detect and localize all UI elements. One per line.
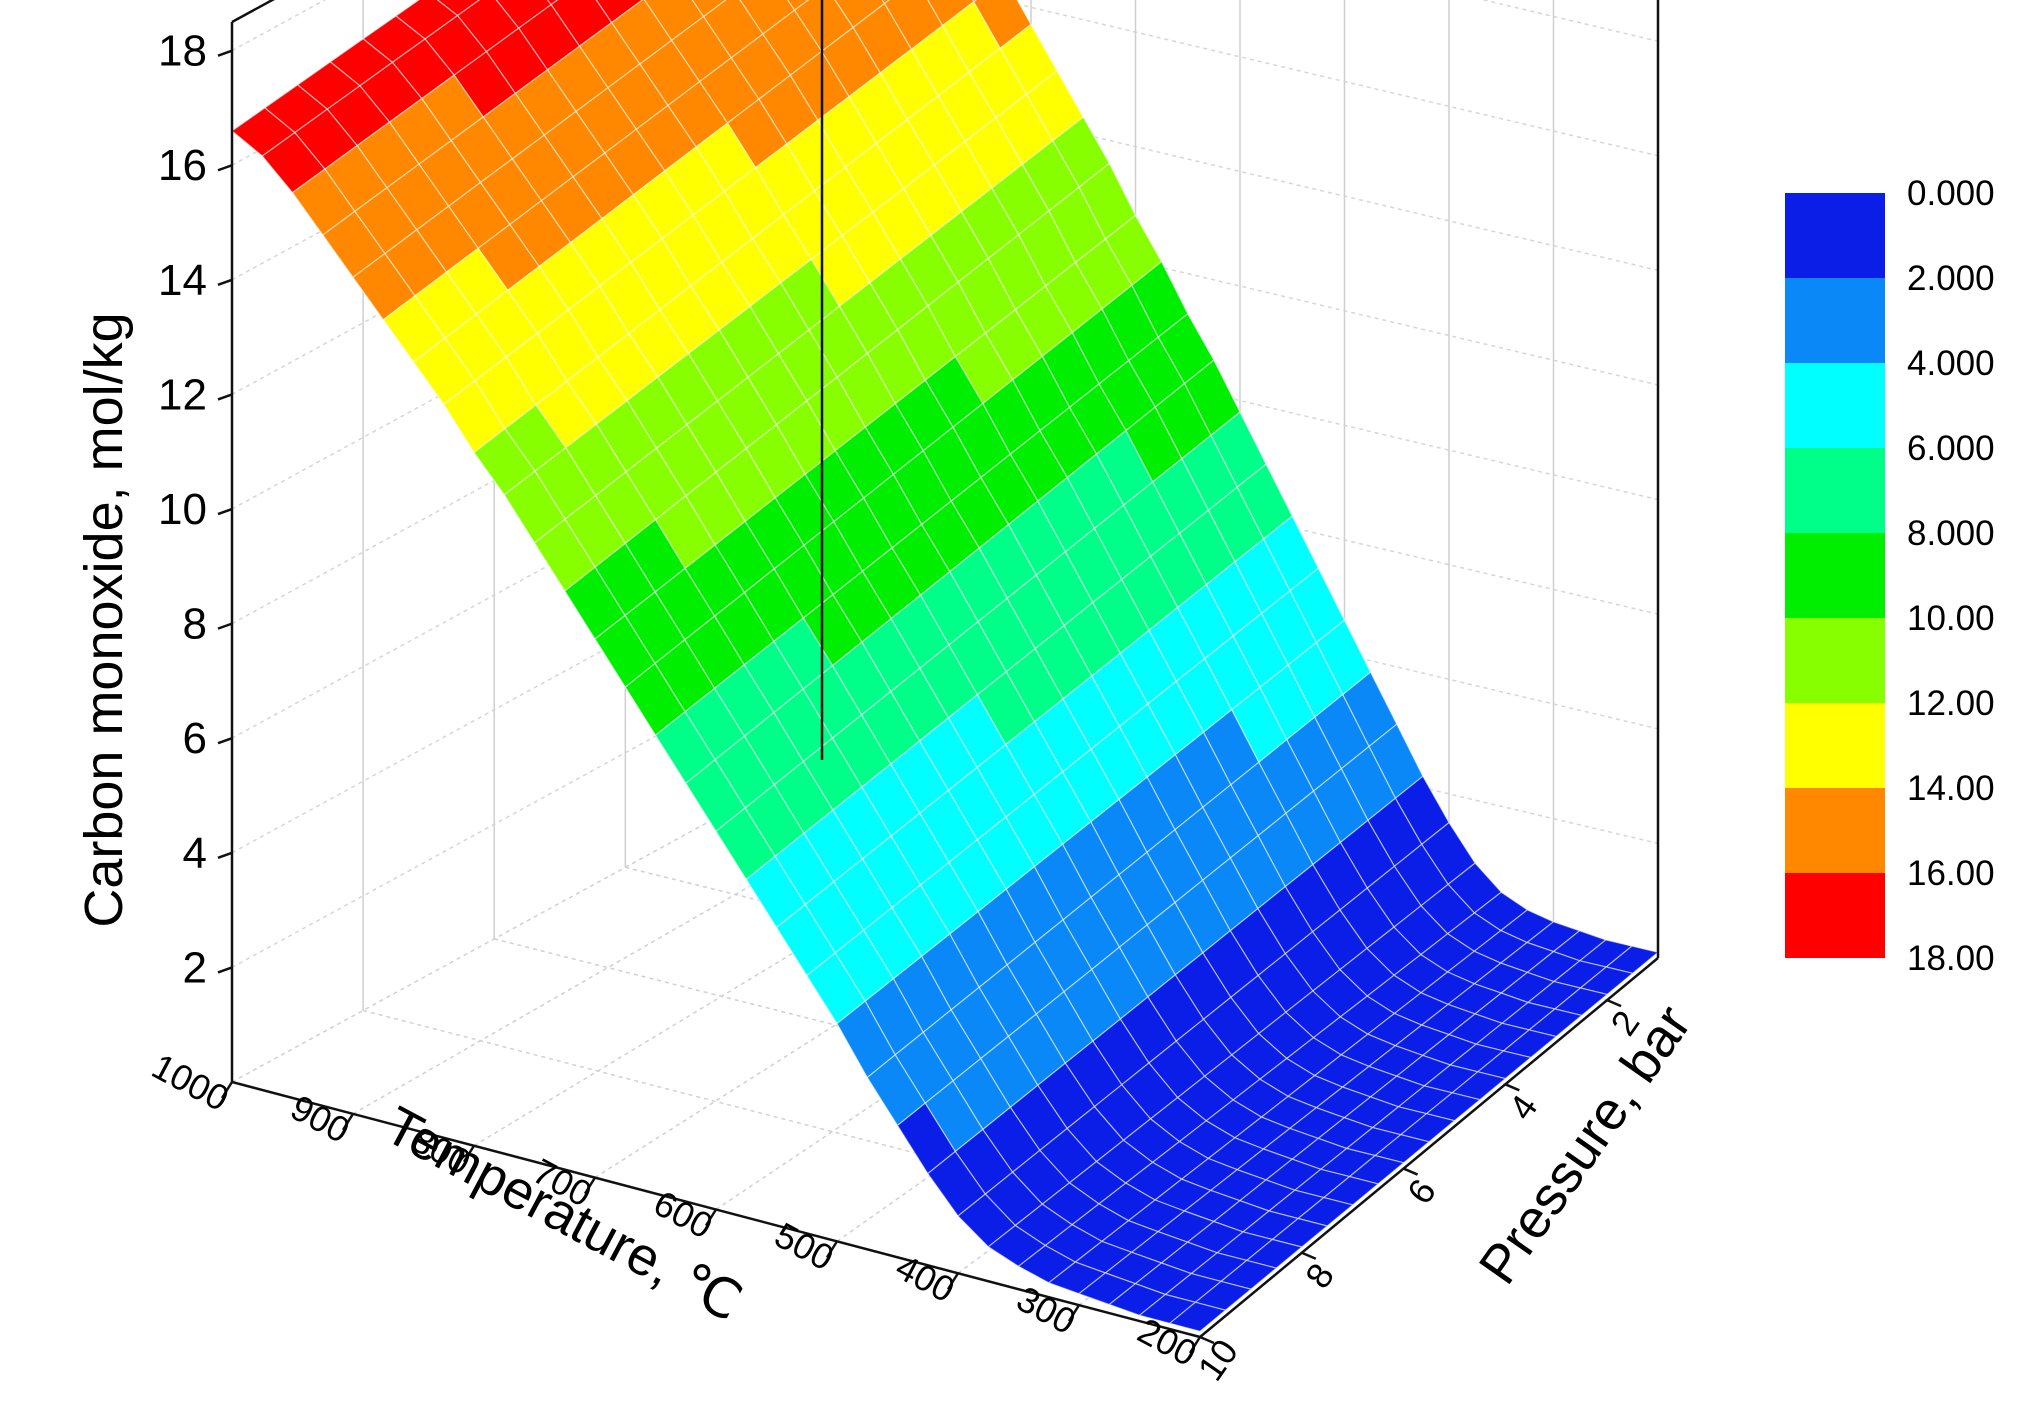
z-tick-mark xyxy=(217,622,233,630)
x-tick-mark xyxy=(946,1272,960,1290)
surface-cell xyxy=(1168,1301,1227,1332)
legend-swatch xyxy=(1785,193,1885,278)
surface-plot xyxy=(231,0,1660,1332)
y-tick-label: 6 xyxy=(1399,1171,1444,1211)
z-tick-mark xyxy=(217,507,233,516)
legend-swatch xyxy=(1785,278,1885,363)
legend-label: 14.00 xyxy=(1907,769,1995,808)
x-tick-mark xyxy=(220,1081,234,1099)
x-tick-mark xyxy=(825,1240,839,1259)
z-tick-mark xyxy=(217,49,233,57)
z-tick-mark xyxy=(217,966,233,974)
z-tick-label: 10 xyxy=(158,485,207,534)
y-tick-mark xyxy=(1199,1335,1215,1345)
legend-label: 6.000 xyxy=(1907,429,1995,468)
x-tick-mark xyxy=(583,1176,597,1195)
x-tick-mark xyxy=(341,1113,355,1131)
legend-swatch xyxy=(1785,618,1885,703)
floor-y-gridline xyxy=(362,1009,1302,1254)
legend-swatch xyxy=(1785,873,1885,958)
legend-label: 12.00 xyxy=(1907,684,1995,723)
legend-swatch xyxy=(1785,788,1885,873)
y-tick-mark xyxy=(1504,1083,1520,1092)
y-tick-mark xyxy=(1301,1251,1317,1260)
z-tick-label: 6 xyxy=(183,714,207,763)
x-tick-mark xyxy=(462,1145,476,1163)
legend-swatch xyxy=(1785,363,1885,448)
z-tick-label: 4 xyxy=(183,829,207,878)
legend-label: 10.00 xyxy=(1907,599,1995,638)
z-tick-label: 16 xyxy=(158,141,207,190)
z-tick-label: 18 xyxy=(158,27,207,76)
legend-swatch xyxy=(1785,448,1885,533)
y-tick-label: 8 xyxy=(1297,1256,1342,1296)
z-tick-mark xyxy=(217,164,233,172)
z-tick-mark xyxy=(217,278,233,287)
legend-label: 2.000 xyxy=(1907,259,1995,298)
z-tick-mark xyxy=(217,393,233,401)
z-axis-title: Carbon monoxide, mol/kg xyxy=(74,312,134,927)
legend-label: 8.000 xyxy=(1907,514,1995,553)
x-tick-label: 1000 xyxy=(146,1045,236,1119)
legend-label: 0.000 xyxy=(1907,174,1995,213)
x-tick-mark xyxy=(1188,1336,1202,1354)
x-tick-label: 400 xyxy=(889,1246,961,1310)
z-tick-label: 2 xyxy=(183,943,207,992)
color-legend: 0.000 2.000 4.000 6.000 8.000 10.00 12.00 14.00… xyxy=(1785,174,1995,978)
x-tick-mark xyxy=(704,1208,718,1227)
floor-x-gridline xyxy=(352,784,927,1115)
y-axis-line xyxy=(1199,957,1659,1338)
y-tick-mark xyxy=(1403,1167,1419,1176)
z-tick-mark xyxy=(217,851,233,859)
z-tick-label: 12 xyxy=(158,370,207,419)
x-tick-label: 900 xyxy=(284,1087,356,1151)
legend-label: 16.00 xyxy=(1907,854,1995,893)
legend-label: 18.00 xyxy=(1907,939,1995,978)
y-tick-label: 4 xyxy=(1501,1087,1546,1127)
x-tick-mark xyxy=(1067,1304,1081,1322)
z-tick-mark xyxy=(217,737,233,745)
z-axis-ticks: 2 4 6 8 10 12 14 16 18 xyxy=(158,27,233,992)
y-tick-mark xyxy=(1606,998,1622,1008)
legend-swatch xyxy=(1785,533,1885,618)
x-tick-label: 500 xyxy=(768,1214,840,1278)
legend-swatch xyxy=(1785,703,1885,788)
legend-label: 4.000 xyxy=(1907,344,1995,383)
z-tick-label: 8 xyxy=(183,600,207,649)
z-tick-label: 14 xyxy=(158,256,207,305)
